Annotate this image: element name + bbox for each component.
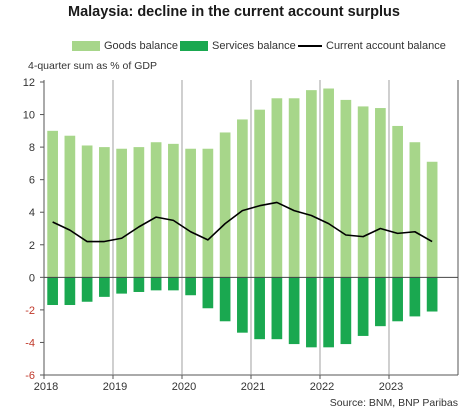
- services-bar: [133, 277, 145, 292]
- goods-bar: [271, 98, 283, 278]
- source-note: Source: BNM, BNP Paribas: [329, 397, 458, 409]
- services-bar: [202, 277, 214, 309]
- goods-bar: [150, 142, 162, 278]
- services-bar: [375, 277, 386, 327]
- goods-bar: [323, 88, 334, 278]
- y-tick-label: 6: [29, 175, 35, 187]
- goods-bar: [357, 106, 369, 278]
- goods-bar: [185, 148, 196, 278]
- x-tick-label: 2021: [241, 381, 265, 393]
- goods-bar: [64, 135, 76, 278]
- goods-bar: [340, 99, 352, 278]
- services-bar: [323, 277, 334, 348]
- services-bar: [116, 277, 127, 294]
- y-tick-label: -6: [25, 370, 35, 382]
- y-tick-label: 10: [23, 110, 35, 122]
- services-bar: [64, 277, 76, 306]
- goods-bar: [202, 148, 214, 278]
- goods-bar: [254, 109, 265, 278]
- legend-swatch-current-account: [298, 45, 322, 47]
- services-bar: [392, 277, 403, 322]
- goods-bar: [392, 125, 403, 278]
- legend-item-goods: Goods balance: [72, 40, 178, 52]
- legend-item-services: Services balance: [180, 40, 296, 52]
- goods-bar: [219, 132, 231, 278]
- services-bar: [237, 277, 248, 333]
- goods-bar: [409, 142, 421, 278]
- services-bar: [185, 277, 196, 296]
- goods-bar: [99, 147, 110, 278]
- legend-item-current-account: Current account balance: [298, 40, 446, 52]
- services-bar: [254, 277, 265, 340]
- services-bar: [99, 277, 110, 297]
- legend-swatch-goods: [72, 41, 100, 51]
- goods-bar: [133, 147, 145, 278]
- goods-bar: [168, 143, 179, 278]
- y-tick-label: 12: [23, 77, 35, 89]
- y-tick-label: 2: [29, 240, 35, 252]
- x-tick-label: 2023: [379, 381, 403, 393]
- y-tick-label: 4: [29, 207, 35, 219]
- goods-bar: [81, 145, 93, 278]
- services-bar: [47, 277, 58, 306]
- services-bar: [81, 277, 93, 302]
- legend: Goods balance Services balance Current a…: [0, 40, 468, 56]
- services-bar: [306, 277, 317, 348]
- legend-label-current-account: Current account balance: [326, 40, 446, 52]
- y-axis-unit-label: 4-quarter sum as % of GDP: [28, 60, 157, 72]
- services-bar: [168, 277, 179, 291]
- services-bar: [426, 277, 438, 312]
- goods-bar: [47, 130, 58, 278]
- x-tick-label: 2019: [103, 381, 127, 393]
- legend-swatch-services: [180, 41, 208, 51]
- y-tick-label: 8: [29, 142, 35, 154]
- legend-label-goods: Goods balance: [104, 40, 178, 52]
- x-tick-label: 2018: [34, 381, 58, 393]
- y-tick-label: -4: [25, 337, 35, 349]
- services-bar: [219, 277, 231, 322]
- legend-label-services: Services balance: [212, 40, 296, 52]
- services-bar: [357, 277, 369, 336]
- goods-bar: [426, 161, 438, 278]
- x-tick-label: 2020: [172, 381, 196, 393]
- services-bar: [288, 277, 300, 345]
- goods-bar: [237, 119, 248, 278]
- goods-bar: [306, 90, 317, 278]
- y-tick-label: 0: [29, 272, 35, 284]
- goods-bar: [375, 108, 386, 278]
- x-tick-label: 2022: [310, 381, 334, 393]
- y-tick-label: -2: [25, 305, 35, 317]
- current-account-line: [52, 201, 433, 243]
- chart-title: Malaysia: decline in the current account…: [68, 4, 400, 20]
- services-bar: [150, 277, 162, 291]
- goods-bar: [116, 148, 127, 278]
- goods-bar: [288, 98, 300, 278]
- services-bar: [271, 277, 283, 340]
- services-bar: [409, 277, 421, 317]
- services-bar: [340, 277, 352, 345]
